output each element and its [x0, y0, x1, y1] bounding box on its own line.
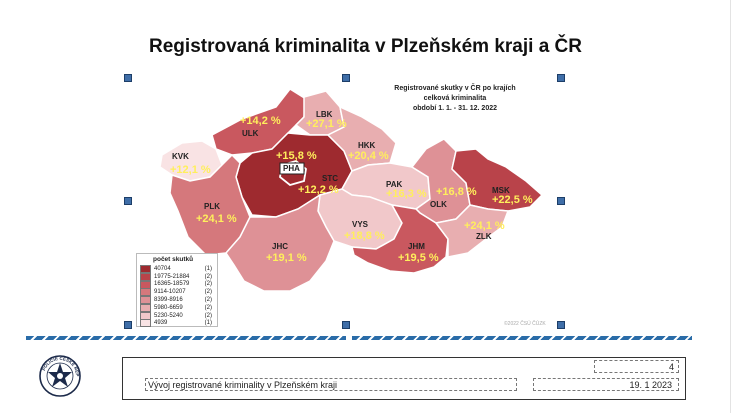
- legend-row: 19775-21884 (2): [137, 272, 217, 281]
- map-copyright: ©2022 ČSÚ ČÚZK: [504, 321, 546, 327]
- slide-title: Registrovaná kriminalita v Plzeňském kra…: [149, 36, 582, 57]
- resize-handle-top-right[interactable]: [557, 74, 565, 82]
- region-pct-olk: +16,8 %: [436, 186, 477, 198]
- legend-range: 4939: [154, 320, 168, 327]
- map-caption-line-2: celková kriminalita: [423, 95, 487, 102]
- region-pct-hkk: +20,4 %: [348, 150, 389, 162]
- legend-count: (2): [204, 312, 212, 319]
- region-code-ulk: ULK: [242, 129, 259, 138]
- map-legend: počet skutků 40704 (1) 19775-21884 (2) 16365…: [136, 253, 218, 328]
- region-pct-jhm: +19,5 %: [398, 252, 439, 264]
- region-code-pha: PHA: [283, 164, 300, 173]
- resize-handle-middle-right[interactable]: [557, 197, 565, 205]
- resize-handle-bottom-left[interactable]: [124, 321, 132, 329]
- region-code-stc: STC: [322, 174, 338, 183]
- resize-handle-middle-left[interactable]: [124, 197, 132, 205]
- legend-swatch: [140, 272, 151, 281]
- legend-row: 4939 (1): [137, 319, 217, 328]
- police-logo: POLICIE ČESKÉ REPUBLIKY: [36, 350, 82, 398]
- legend-range: 19775-21884: [154, 273, 190, 280]
- region-code-lbk: LBK: [316, 110, 333, 119]
- region-pct-stc: +12,2 %: [298, 184, 339, 196]
- legend-title: počet skutků: [153, 256, 194, 263]
- region-code-jhm: JHM: [408, 242, 425, 251]
- footer-date: 19. 1 2023: [533, 378, 679, 391]
- region-jhm: [351, 204, 449, 274]
- page-number: 4: [594, 360, 679, 373]
- region-code-vys: VYS: [352, 220, 369, 229]
- region-code-msk: MSK: [492, 186, 510, 195]
- legend-count: (2): [204, 289, 212, 296]
- region-pct-vys: +18,8 %: [344, 230, 385, 242]
- legend-swatch: [140, 280, 151, 289]
- crime-map[interactable]: ULK LBK KVK PHA STC HKK PLK PAK OLK MSK …: [130, 77, 564, 327]
- region-plk: [169, 153, 251, 256]
- legend-count: (2): [204, 297, 212, 304]
- region-pct-jhc: +19,1 %: [266, 252, 307, 264]
- region-msk: [451, 148, 544, 212]
- legend-count: (2): [204, 273, 212, 280]
- police-star-icon: POLICIE ČESKÉ REPUBLIKY: [36, 350, 81, 397]
- region-pct-ulk: +14,2 %: [240, 115, 281, 127]
- legend-row: 9114-10207 (2): [137, 288, 217, 297]
- legend-swatch: [140, 288, 151, 297]
- region-pct-zlk: +24,1 %: [464, 220, 505, 232]
- region-code-jhc: JHC: [272, 242, 288, 251]
- legend-count: (1): [204, 320, 212, 327]
- legend-swatch: [140, 311, 151, 320]
- region-zlk: [434, 204, 510, 258]
- resize-handle-top-middle[interactable]: [342, 74, 350, 82]
- region-pct-pha: +15,8 %: [276, 150, 317, 162]
- region-code-hkk: HKK: [358, 141, 376, 150]
- legend-count: (1): [204, 265, 212, 272]
- resize-handle-top-left[interactable]: [124, 74, 132, 82]
- legend-count: (2): [204, 281, 212, 288]
- region-code-olk: OLK: [430, 200, 447, 209]
- legend-count: (2): [204, 304, 212, 311]
- legend-range: 5230-5240: [154, 312, 183, 319]
- legend-range: 9114-10207: [154, 289, 186, 296]
- legend-row: 16365-18579 (2): [137, 280, 217, 289]
- legend-range: 16365-18579: [154, 281, 190, 288]
- legend-swatch: [140, 319, 151, 328]
- region-jhc: [225, 193, 335, 292]
- region-pct-pak: +16,3 %: [386, 188, 427, 200]
- legend-range: 5980-6659: [154, 304, 183, 311]
- resize-handle-bottom-middle[interactable]: [342, 321, 350, 329]
- region-pct-msk: +22,5 %: [492, 194, 533, 206]
- legend-swatch: [140, 303, 151, 312]
- legend-row: 8399-8916 (2): [137, 296, 217, 305]
- resize-handle-bottom-right[interactable]: [557, 321, 565, 329]
- legend-range: 8399-8916: [154, 297, 183, 304]
- legend-range: 40704: [154, 265, 171, 272]
- region-code-kvk: KVK: [172, 152, 189, 161]
- czech-regions-map: ULK LBK KVK PHA STC HKK PLK PAK OLK MSK …: [159, 88, 544, 292]
- legend-swatch: [140, 296, 151, 305]
- legend-row: 5980-6659 (2): [137, 303, 217, 312]
- footer-box: 4 Vývoj registrované kriminality v Plzeň…: [122, 357, 686, 400]
- region-pct-lbk: +27,1 %: [306, 118, 347, 130]
- region-pct-plk: +24,1 %: [196, 213, 237, 225]
- pha-code-box: [279, 162, 305, 175]
- region-code-plk: PLK: [204, 202, 220, 211]
- region-code-pak: PAK: [386, 180, 403, 189]
- legend-row: 5230-5240 (2): [137, 311, 217, 320]
- legend-swatch: [140, 264, 151, 273]
- region-code-zlk: ZLK: [476, 232, 492, 241]
- legend-row: 40704 (1): [137, 264, 217, 273]
- map-caption: Registrované skutky v ČR po krajích celk…: [380, 84, 530, 114]
- region-pct-kvk: +12,1 %: [170, 164, 211, 176]
- decorative-stripe-right: [352, 336, 692, 340]
- footer-text: Vývoj registrované kriminality v Plzeňsk…: [145, 378, 517, 391]
- decorative-stripe-left: [26, 336, 346, 340]
- map-caption-line-1: Registrované skutky v ČR po krajích: [394, 85, 516, 92]
- map-caption-line-3: období 1. 1. - 31. 12. 2022: [412, 105, 498, 112]
